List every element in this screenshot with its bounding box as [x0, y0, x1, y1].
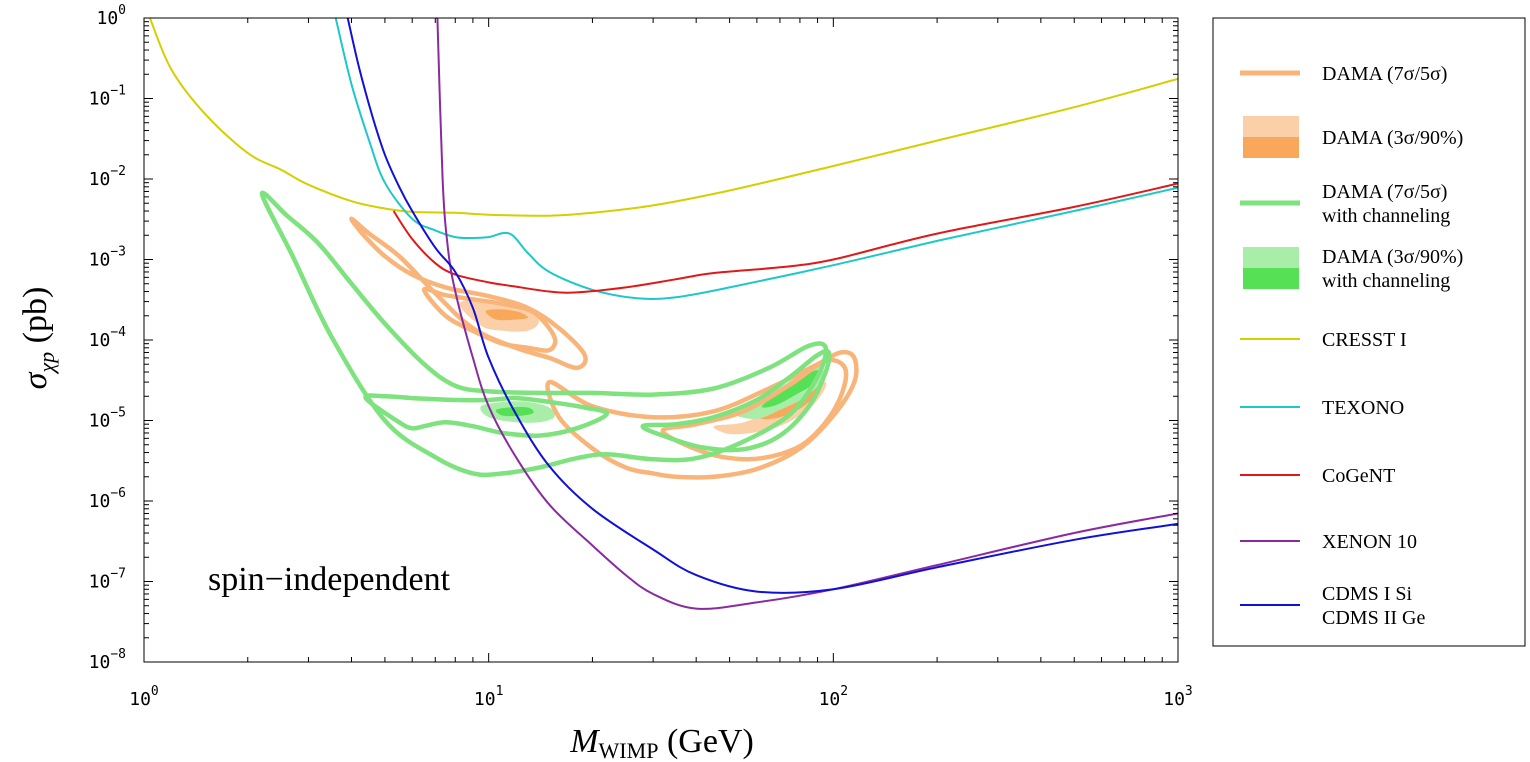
y-tick-label: 10−1 — [89, 84, 126, 110]
region-dama-5s-low-mass — [421, 286, 558, 353]
y-axis-title-main: σ — [17, 371, 54, 389]
legend-entry-dama-3s-90pct: DAMA (3σ/90%) — [1243, 116, 1463, 158]
exclusion-curves — [148, 18, 1178, 610]
y-axis-title-unit: (pb) — [17, 287, 54, 352]
legend-entry-dama-7s-5s-with-channeling: DAMA (7σ/5σ)with channeling — [1240, 181, 1450, 227]
series-cresst-i — [148, 18, 1178, 217]
region-dama-channeling-5s-high-mass — [640, 348, 832, 453]
legend-label: CoGeNT — [1322, 465, 1395, 487]
legend-label: with channeling — [1322, 270, 1450, 292]
legend-label: DAMA (3σ/90%) — [1322, 127, 1463, 149]
region-dama-3s-low-mass — [485, 309, 528, 321]
x-tick-label: 103 — [1163, 684, 1193, 710]
y-tick-label: 10−7 — [89, 567, 126, 593]
x-axis-title-main: M — [569, 723, 600, 760]
legend-entry-cresst-i: CRESST I — [1240, 329, 1407, 351]
tick-labels: 100 101 102 103 100 10−1 10−2 10−3 10−4 10−5 10−6 1… — [89, 3, 1193, 710]
ticks — [143, 17, 1179, 663]
y-tick-label: 10−3 — [89, 245, 126, 271]
region-dama-channeling-3s-high-mass — [761, 370, 819, 408]
legend-entry-xenon-10: XENON 10 — [1240, 531, 1417, 553]
legend-label: XENON 10 — [1322, 531, 1417, 553]
region-dama-5s-high-mass — [660, 357, 849, 462]
x-tick-label: 102 — [819, 684, 849, 710]
region-dama-channeling-5s-low-mass — [363, 393, 609, 439]
legend-label: DAMA (3σ/90%) — [1322, 246, 1463, 268]
y-axis-title-sub: χp — [34, 352, 59, 375]
region-dama-channeling-7s — [259, 190, 829, 478]
legend-label: CRESST I — [1322, 329, 1407, 351]
region-dama-7s-high-mass — [545, 349, 859, 480]
legend-swatch-dark — [1243, 268, 1299, 289]
legend-label: CDMS II Ge — [1322, 607, 1425, 629]
y-axis-title: σχp (pb) — [17, 287, 59, 390]
series-texono — [334, 18, 1178, 300]
y-tick-label: 10−4 — [89, 325, 127, 351]
legend-label: TEXONO — [1322, 397, 1404, 419]
x-axis-title-sub: WIMP — [599, 738, 659, 762]
confidence-regions — [259, 190, 859, 480]
region-dama-7s-low-mass — [349, 216, 588, 371]
x-axis-title-unit: (GeV) — [658, 723, 753, 760]
legend-label: DAMA (7σ/5σ) — [1322, 181, 1447, 203]
y-tick-label: 10−2 — [89, 164, 126, 190]
legend: DAMA (7σ/5σ)DAMA (3σ/90%)DAMA (7σ/5σ)wit… — [1212, 17, 1526, 647]
legend-swatch-dark — [1243, 137, 1299, 158]
x-axis-title: MWIMP (GeV) — [569, 723, 754, 762]
y-tick-label: 10−8 — [89, 647, 126, 673]
legend-swatch-light — [1243, 116, 1299, 137]
y-tick-label: 10−6 — [89, 486, 126, 512]
legend-label: DAMA (7σ/5σ) — [1322, 63, 1447, 85]
legend-label: with channeling — [1322, 205, 1450, 227]
y-tick-label: 10−5 — [89, 406, 126, 432]
x-tick-label: 100 — [129, 684, 159, 710]
legend-swatch-light — [1243, 247, 1299, 268]
legend-entry-texono: TEXONO — [1240, 397, 1404, 419]
annotation-spin-independent: spin−independent — [208, 561, 451, 598]
legend-entry-dama-7s-5s: DAMA (7σ/5σ) — [1240, 63, 1447, 85]
legend-entry-cogent: CoGeNT — [1240, 465, 1395, 487]
series-cdms-i-si-cdms-ii-ge — [346, 18, 1178, 594]
legend-entry-dama-3s-90pct-with-channeling: DAMA (3σ/90%)with channeling — [1243, 246, 1463, 292]
x-tick-label: 101 — [474, 684, 504, 710]
series-xenon-10 — [436, 18, 1178, 610]
y-tick-label: 100 — [96, 3, 126, 29]
legend-label: CDMS I Si — [1322, 583, 1412, 605]
series-cogent — [392, 182, 1178, 294]
